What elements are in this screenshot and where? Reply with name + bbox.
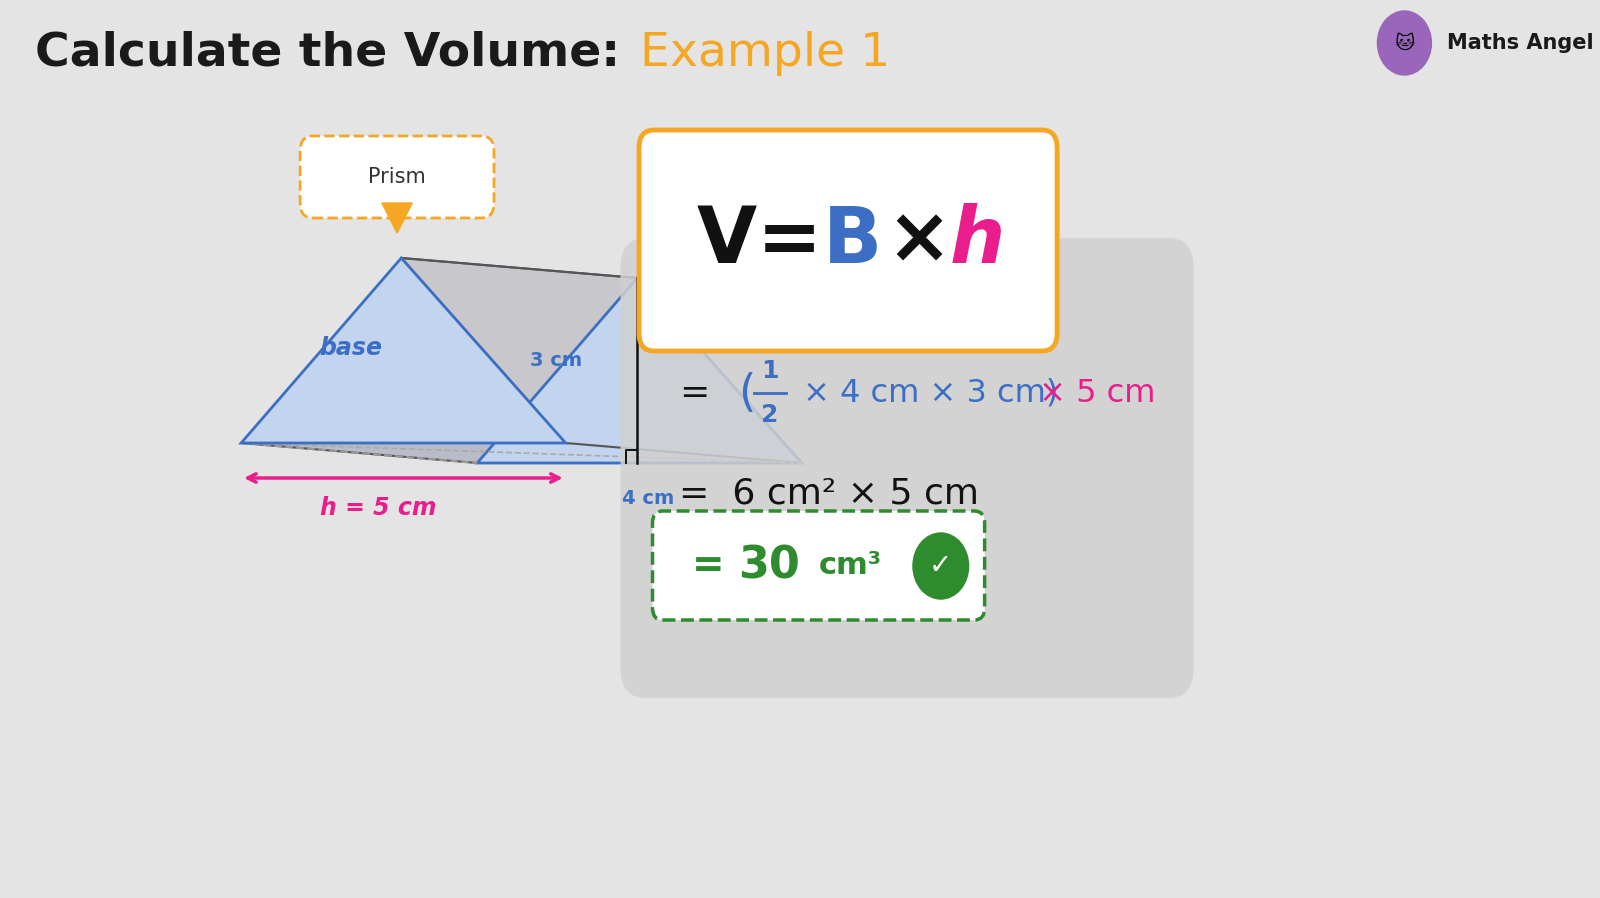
Circle shape xyxy=(914,533,968,599)
FancyBboxPatch shape xyxy=(638,130,1058,351)
Text: 4 cm: 4 cm xyxy=(622,489,674,507)
Text: V: V xyxy=(696,203,757,279)
Text: ✓: ✓ xyxy=(930,552,952,580)
Text: (: ( xyxy=(739,372,755,415)
Polygon shape xyxy=(242,258,566,443)
Text: =  6 cm² × 5 cm: = 6 cm² × 5 cm xyxy=(680,476,979,510)
Text: Prism: Prism xyxy=(368,167,426,187)
Text: B: B xyxy=(822,203,882,279)
Text: 🐱: 🐱 xyxy=(1394,33,1414,52)
Text: cm³: cm³ xyxy=(819,551,882,580)
Text: =: = xyxy=(680,376,710,410)
Polygon shape xyxy=(477,278,802,463)
Text: Maths Angel: Maths Angel xyxy=(1446,33,1594,53)
Circle shape xyxy=(1378,11,1432,75)
Polygon shape xyxy=(402,258,802,463)
Text: × 4 cm × 3 cm): × 4 cm × 3 cm) xyxy=(794,377,1059,409)
Text: 2: 2 xyxy=(762,403,778,427)
Text: h: h xyxy=(949,203,1005,279)
Polygon shape xyxy=(382,203,413,233)
Text: Example 1: Example 1 xyxy=(624,31,890,75)
Text: × 5 cm: × 5 cm xyxy=(1029,377,1155,409)
Text: 3 cm: 3 cm xyxy=(531,351,582,370)
FancyBboxPatch shape xyxy=(301,136,494,218)
FancyBboxPatch shape xyxy=(621,238,1194,698)
Text: ×: × xyxy=(886,203,950,279)
Text: =: = xyxy=(693,547,725,585)
Text: Calculate the Volume:: Calculate the Volume: xyxy=(35,31,621,75)
Text: base: base xyxy=(320,336,382,360)
Text: =: = xyxy=(757,203,822,279)
Text: 1: 1 xyxy=(762,359,779,383)
FancyBboxPatch shape xyxy=(653,511,984,620)
Text: 30: 30 xyxy=(739,544,800,587)
Text: h = 5 cm: h = 5 cm xyxy=(320,496,437,520)
Polygon shape xyxy=(242,443,802,463)
